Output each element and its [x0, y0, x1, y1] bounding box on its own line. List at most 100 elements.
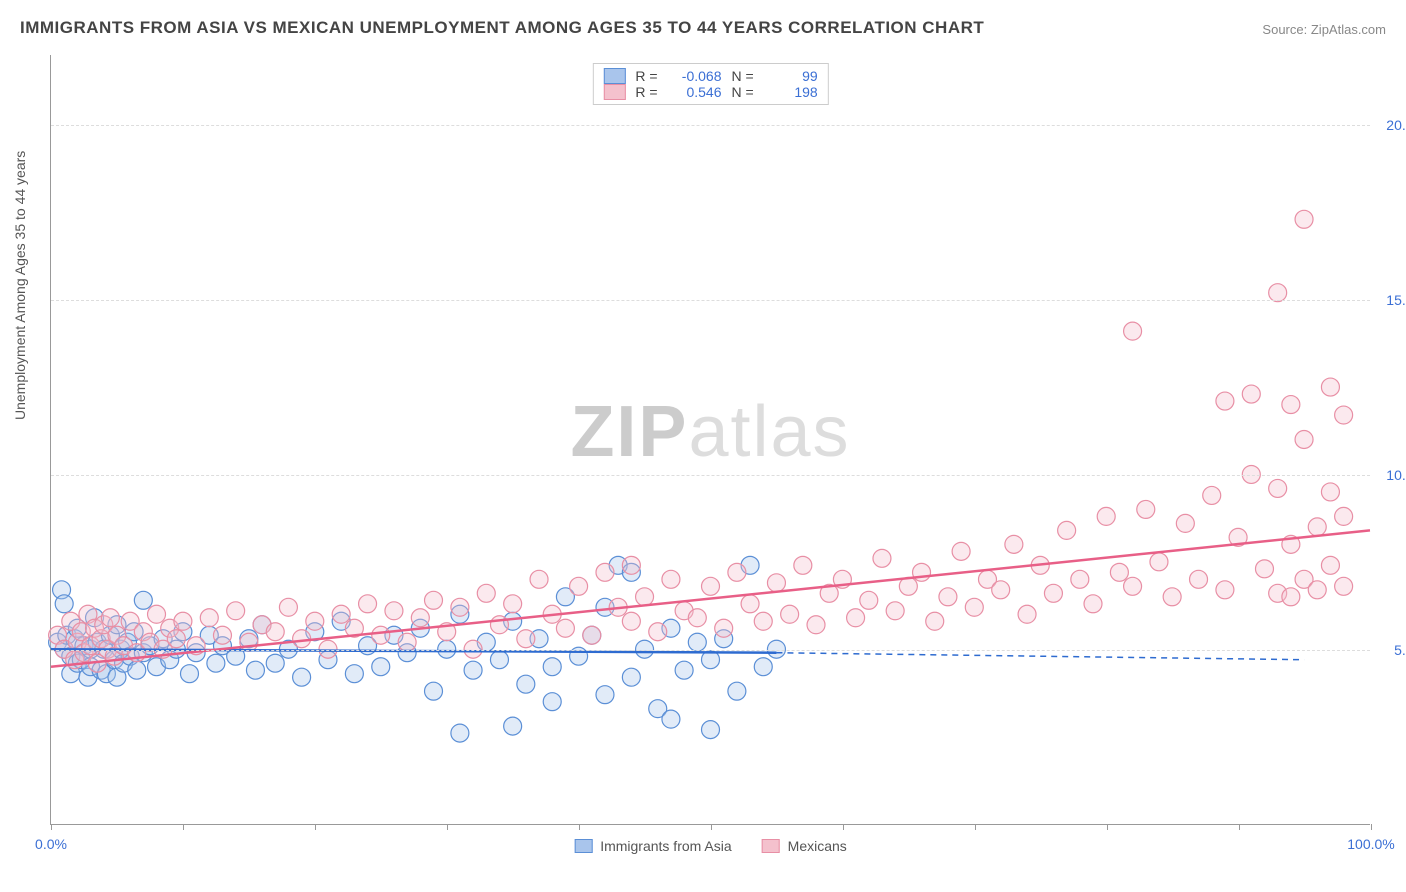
data-point [148, 605, 166, 623]
data-point [1005, 535, 1023, 553]
legend-row-mexicans: R = 0.546 N = 198 [603, 84, 817, 100]
data-point [1176, 514, 1194, 532]
data-point [1203, 486, 1221, 504]
data-point [781, 605, 799, 623]
data-point [1084, 595, 1102, 613]
data-point [1308, 581, 1326, 599]
gridline [51, 650, 1370, 651]
data-point [886, 602, 904, 620]
data-point [372, 658, 390, 676]
gridline [51, 125, 1370, 126]
data-point [649, 623, 667, 641]
data-point [702, 721, 720, 739]
data-point [279, 598, 297, 616]
chart-plot-area: ZIPatlas R = -0.068 N = 99 R = 0.546 N =… [50, 55, 1370, 825]
data-point [411, 609, 429, 627]
data-point [860, 591, 878, 609]
data-point [1295, 431, 1313, 449]
legend-item-asia: Immigrants from Asia [574, 838, 731, 854]
data-point [504, 595, 522, 613]
y-tick-label: 10.0% [1386, 467, 1406, 483]
data-point [200, 609, 218, 627]
data-point [490, 651, 508, 669]
data-point [596, 563, 614, 581]
data-point [517, 675, 535, 693]
legend-label-mexicans: Mexicans [788, 838, 847, 854]
data-point [1190, 570, 1208, 588]
data-point [504, 717, 522, 735]
x-tick-mark [579, 824, 580, 830]
r-value-asia: -0.068 [668, 68, 722, 84]
data-point [583, 626, 601, 644]
legend-item-mexicans: Mexicans [762, 838, 847, 854]
data-point [246, 661, 264, 679]
data-point [1308, 518, 1326, 536]
data-point [359, 595, 377, 613]
x-tick-mark [711, 824, 712, 830]
data-point [530, 570, 548, 588]
data-point [1335, 507, 1353, 525]
legend-label-asia: Immigrants from Asia [600, 838, 731, 854]
data-point [1097, 507, 1115, 525]
x-tick-mark [975, 824, 976, 830]
data-point [688, 609, 706, 627]
data-point [1269, 479, 1287, 497]
data-point [702, 577, 720, 595]
swatch-asia [603, 68, 625, 84]
correlation-legend: R = -0.068 N = 99 R = 0.546 N = 198 [592, 63, 828, 105]
data-point [1295, 210, 1313, 228]
data-point [556, 619, 574, 637]
data-point [425, 591, 443, 609]
data-point [899, 577, 917, 595]
scatter-plot-svg [51, 55, 1370, 824]
data-point [1110, 563, 1128, 581]
data-point [939, 588, 957, 606]
data-point [622, 668, 640, 686]
data-point [1242, 385, 1260, 403]
source-label: Source: [1262, 22, 1307, 37]
data-point [55, 595, 73, 613]
data-point [1282, 588, 1300, 606]
data-point [754, 658, 772, 676]
data-point [1018, 605, 1036, 623]
data-point [622, 612, 640, 630]
data-point [372, 626, 390, 644]
x-tick-mark [51, 824, 52, 830]
data-point [873, 549, 891, 567]
data-point [385, 602, 403, 620]
data-point [1216, 581, 1234, 599]
source-link[interactable]: ZipAtlas.com [1311, 22, 1386, 37]
data-point [715, 619, 733, 637]
legend-row-asia: R = -0.068 N = 99 [603, 68, 817, 84]
x-tick-mark [447, 824, 448, 830]
data-point [688, 633, 706, 651]
r-value-mexicans: 0.546 [668, 84, 722, 100]
gridline [51, 300, 1370, 301]
data-point [767, 574, 785, 592]
data-point [807, 616, 825, 634]
data-point [464, 661, 482, 679]
swatch-mexicans [762, 839, 780, 853]
data-point [477, 584, 495, 602]
data-point [1163, 588, 1181, 606]
data-point [1335, 406, 1353, 424]
data-point [662, 710, 680, 728]
data-point [1137, 500, 1155, 518]
r-label: R = [635, 68, 657, 84]
data-point [1216, 392, 1234, 410]
swatch-asia [574, 839, 592, 853]
data-point [926, 612, 944, 630]
data-point [1282, 396, 1300, 414]
data-point [1124, 322, 1142, 340]
x-tick-label: 100.0% [1347, 836, 1394, 852]
data-point [517, 630, 535, 648]
x-tick-mark [315, 824, 316, 830]
n-label: N = [732, 68, 754, 84]
data-point [543, 693, 561, 711]
y-axis-label: Unemployment Among Ages 35 to 44 years [12, 151, 28, 420]
x-tick-mark [183, 824, 184, 830]
data-point [425, 682, 443, 700]
n-value-asia: 99 [764, 68, 818, 84]
data-point [754, 612, 772, 630]
swatch-mexicans [603, 84, 625, 100]
